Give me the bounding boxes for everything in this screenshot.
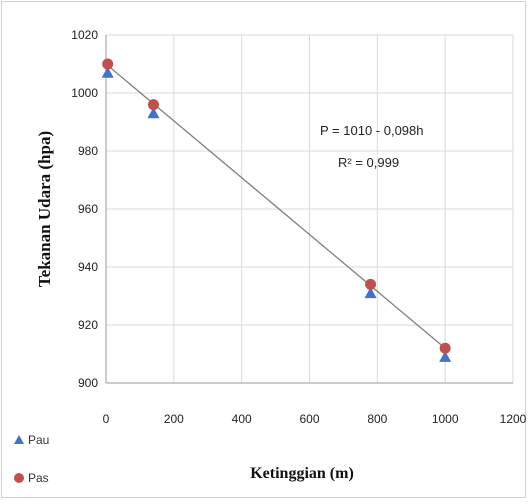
x-tick-label: 1000 [432, 412, 459, 426]
x-tick-label: 600 [299, 412, 319, 426]
scatter-chart: 900 920 940 960 980 1000 1020 0 200 400 600 800 1000… [14, 28, 527, 485]
y-tick-label: 1000 [71, 86, 98, 100]
y-tick-label: 900 [78, 376, 98, 390]
point-pas [439, 342, 451, 354]
point-pau [101, 66, 114, 78]
y-tick-label: 1020 [71, 28, 98, 42]
legend-marker-pas [14, 473, 24, 483]
x-tick-label: 1200 [500, 412, 527, 426]
data-points [101, 58, 452, 362]
point-pau [147, 107, 160, 119]
x-tick-label: 200 [164, 412, 184, 426]
x-axis-label: Ketinggian (m) [250, 465, 354, 482]
x-tick-label: 0 [103, 412, 110, 426]
legend: Pau Pas [14, 433, 49, 485]
equation-annotation: P = 1010 - 0,098h [320, 123, 424, 138]
y-axis-label: Tekanan Udara (hpa) [35, 131, 54, 287]
y-tick-label: 920 [78, 318, 98, 332]
point-pas [365, 278, 377, 290]
grid-lines [105, 34, 514, 384]
point-pas [147, 99, 159, 111]
x-tick-label: 800 [367, 412, 387, 426]
legend-label-pas: Pas [28, 471, 49, 485]
point-pau [439, 350, 452, 362]
axes [105, 35, 513, 384]
x-tick-label: 400 [232, 412, 252, 426]
r-squared-annotation: R² = 0,999 [338, 155, 399, 170]
point-pau [364, 287, 377, 299]
trendline-layer [105, 63, 446, 349]
y-tick-label: 980 [78, 144, 98, 158]
trendline [105, 63, 446, 349]
tick-labels: 900 920 940 960 980 1000 1020 0 200 400 600 800 1000… [71, 28, 526, 426]
point-pas [102, 58, 114, 70]
y-tick-label: 960 [78, 202, 98, 216]
y-tick-label: 940 [78, 260, 98, 274]
legend-label-pau: Pau [28, 433, 49, 447]
legend-marker-pau [14, 435, 24, 444]
